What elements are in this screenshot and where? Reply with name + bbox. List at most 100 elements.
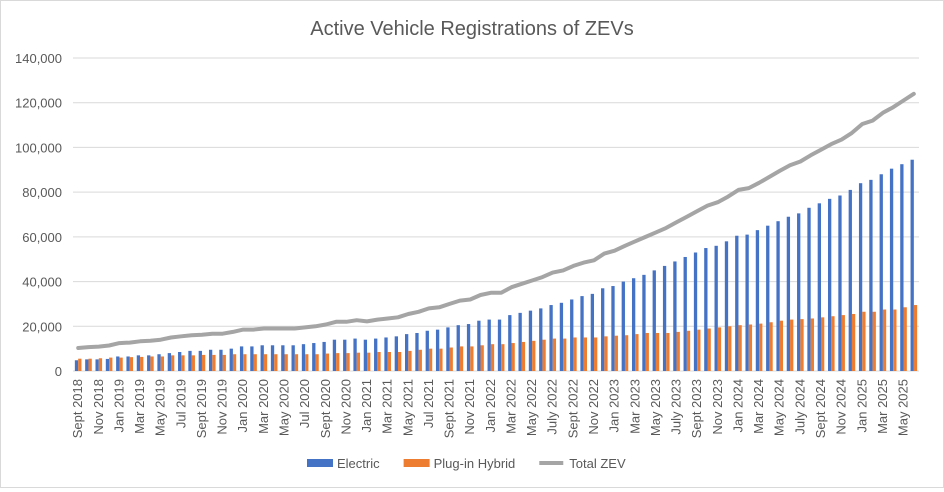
- plug-in-hybrid-bar: [552, 338, 557, 371]
- electric-bar: [807, 207, 811, 371]
- electric-bar: [745, 234, 749, 371]
- electric-bar: [631, 278, 636, 371]
- electric-bar: [652, 270, 656, 371]
- plug-in-hybrid-bar: [356, 352, 361, 371]
- electric-bar: [229, 348, 233, 371]
- plug-in-hybrid-bar: [666, 332, 670, 371]
- x-tick-label: Nov 2024: [834, 379, 849, 435]
- x-tick-label: Sept 2023: [689, 379, 704, 438]
- plug-in-hybrid-bar: [367, 352, 371, 371]
- y-tick-label: 0: [55, 364, 62, 379]
- y-axis-tick-labels: 0 20,000 40,000 60,000 80,000 100,000 120,000 1…: [15, 51, 62, 379]
- x-tick-label: Sept 2019: [194, 379, 209, 438]
- plug-in-hybrid-bar: [604, 336, 608, 371]
- plug-in-hybrid-bar: [511, 343, 515, 371]
- plug-in-hybrid-bar: [212, 354, 216, 371]
- electric-bar: [570, 299, 574, 371]
- plug-in-hybrid-bar: [439, 348, 443, 371]
- x-tick-label: Jan 2020: [235, 379, 250, 433]
- electric-bar: [662, 265, 667, 371]
- x-tick-label: Sept 2022: [565, 379, 580, 438]
- x-tick-label: May 2023: [648, 379, 663, 436]
- electric-bar: [188, 350, 192, 371]
- electric-bar: [621, 281, 625, 371]
- electric-bar: [559, 302, 564, 371]
- electric-bar: [673, 261, 677, 371]
- x-tick-label: Jul 2021: [421, 379, 436, 428]
- electric-bar: [477, 320, 481, 371]
- legend-item-plug-in-hybrid: Plug-in Hybrid: [403, 456, 515, 471]
- electric-bar: [219, 349, 223, 371]
- electric-bar: [817, 203, 821, 371]
- y-tick-label: 60,000: [22, 230, 62, 245]
- plug-in-hybrid-bar: [459, 346, 464, 371]
- plug-in-hybrid-bar: [686, 330, 691, 371]
- total-zev-line: [76, 91, 916, 350]
- x-tick-label: Nov 2019: [215, 379, 230, 435]
- electric-bar: [312, 343, 316, 371]
- electric-bar: [157, 354, 161, 371]
- electric-bar: [301, 344, 306, 371]
- plug-in-hybrid-bar: [88, 358, 92, 371]
- electric-bar: [580, 296, 584, 371]
- electric-bar: [735, 235, 739, 371]
- plug-in-hybrid-bar: [294, 354, 299, 371]
- plug-in-hybrid-bar: [129, 357, 134, 371]
- electric-bar: [487, 319, 491, 371]
- electric-bar: [766, 225, 770, 371]
- plug-in-hybrid-bar: [160, 356, 164, 371]
- plug-in-hybrid-bar: [903, 307, 907, 371]
- electric-bar: [363, 339, 368, 371]
- plug-in-hybrid-bar: [377, 352, 381, 371]
- electric-bar: [136, 355, 141, 371]
- plug-in-hybrid-bar: [532, 340, 536, 371]
- electric-bar: [260, 345, 264, 371]
- plug-in-hybrid-bar: [274, 354, 278, 371]
- plug-in-hybrid-bar: [728, 326, 732, 371]
- y-tick-label: 120,000: [15, 96, 62, 111]
- plug-in-hybrid-bar: [676, 331, 680, 372]
- electric-bar: [384, 337, 388, 371]
- plug-in-hybrid-bar: [594, 337, 598, 371]
- electric-bar: [714, 245, 718, 371]
- plug-in-hybrid-bar: [542, 339, 546, 371]
- x-tick-label: Nov 2018: [91, 379, 106, 435]
- electric-bar: [704, 248, 708, 371]
- legend-swatch: [403, 459, 430, 467]
- plug-in-hybrid-bar: [98, 358, 103, 371]
- electric-bar: [353, 338, 357, 371]
- electric-bar: [642, 274, 646, 371]
- x-tick-label: Mar 2020: [256, 379, 271, 434]
- electric-bar: [776, 221, 780, 371]
- plug-in-hybrid-bar: [201, 354, 206, 371]
- electric-bar: [611, 286, 615, 371]
- electric-bar: [116, 356, 120, 371]
- y-tick-label: 40,000: [22, 275, 62, 290]
- x-tick-label: Jul 2020: [297, 379, 312, 428]
- x-tick-label: Sept 2018: [70, 379, 85, 438]
- electric-bar: [683, 256, 687, 371]
- y-tick-label: 20,000: [22, 319, 62, 334]
- plug-in-hybrid-bar: [635, 334, 639, 371]
- electric-bar: [126, 356, 130, 371]
- x-tick-label: Jan 2019: [111, 379, 126, 433]
- legend-label: Electric: [337, 456, 380, 471]
- legend: Electric Plug-in Hybrid Total ZEV: [307, 456, 626, 471]
- electric-bar: [900, 164, 904, 371]
- plug-in-hybrid-bar: [150, 356, 154, 371]
- electric-bar: [601, 288, 605, 371]
- x-tick-label: May 2019: [153, 379, 168, 436]
- y-tick-label: 100,000: [15, 140, 62, 155]
- x-tick-label: Mar 2025: [875, 379, 890, 434]
- electric-bar: [508, 315, 512, 371]
- electric-bar: [518, 312, 522, 371]
- electric-bar: [797, 213, 801, 371]
- electric-bar: [85, 359, 89, 371]
- plug-in-hybrid-bar: [748, 324, 753, 371]
- electric-bar: [95, 359, 99, 371]
- electric-bar: [281, 345, 285, 371]
- electric-bar: [528, 310, 533, 371]
- plug-in-hybrid-bar: [490, 344, 495, 371]
